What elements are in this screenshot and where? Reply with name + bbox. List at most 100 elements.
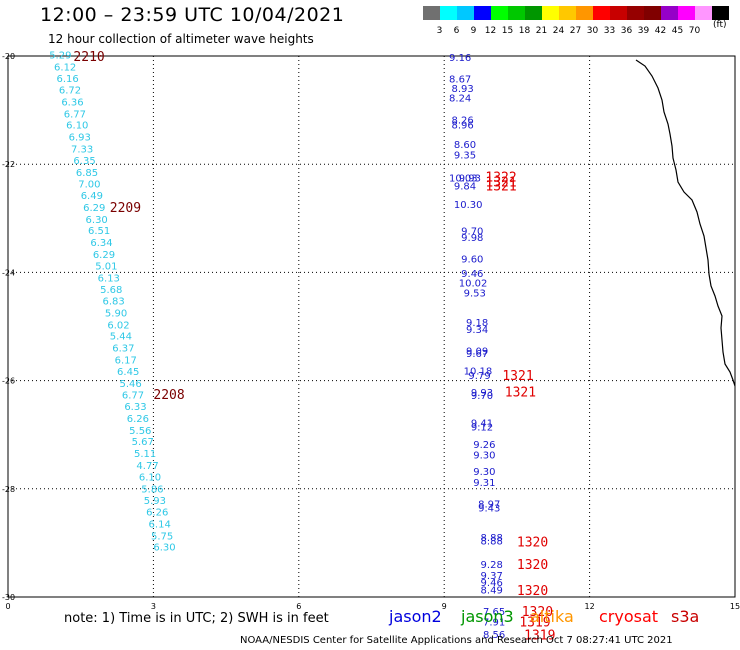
wave-height-value: 9.34 bbox=[466, 325, 488, 336]
pass-label: 1319 bbox=[524, 628, 555, 643]
color-scale-swatch bbox=[661, 6, 678, 20]
wave-height-value: 5.46 bbox=[119, 379, 141, 390]
y-tick-label: -30 bbox=[2, 593, 15, 602]
wave-height-value: 6.26 bbox=[146, 508, 168, 519]
wave-height-value: 9.67 bbox=[466, 349, 488, 360]
color-scale-label: 6 bbox=[453, 26, 460, 36]
x-tick-label: 15 bbox=[730, 602, 740, 611]
wave-height-value: 5.56 bbox=[129, 426, 151, 437]
wave-height-value: 9.84 bbox=[454, 181, 476, 192]
color-scale-label: 36 bbox=[620, 26, 633, 36]
wave-height-value: 6.35 bbox=[73, 156, 95, 167]
wave-height-value: 9.35 bbox=[454, 150, 476, 161]
color-scale-label: 12 bbox=[484, 26, 497, 36]
wave-height-value: 8.88 bbox=[481, 537, 503, 548]
y-tick-label: -24 bbox=[2, 268, 15, 277]
wave-height-value: 9.09 bbox=[466, 346, 488, 357]
y-tick-label: -28 bbox=[2, 485, 15, 494]
color-scale-swatch bbox=[423, 6, 440, 20]
color-scale-label: 39 bbox=[637, 26, 650, 36]
color-scale-swatch bbox=[712, 6, 729, 20]
wave-height-value: 6.51 bbox=[88, 226, 110, 237]
wave-height-value: 10.30 bbox=[454, 200, 483, 211]
wave-height-value: 6.10 bbox=[66, 121, 88, 132]
wave-height-value: 6.36 bbox=[61, 97, 83, 108]
wave-height-value: 8.97 bbox=[478, 499, 500, 510]
pass-label: 1321 bbox=[505, 385, 536, 400]
wave-height-value: 9.46 bbox=[481, 578, 503, 589]
wave-height-value: 9.16 bbox=[449, 53, 471, 64]
wave-height-value: 5.90 bbox=[105, 308, 127, 319]
x-tick-label: 0 bbox=[5, 602, 10, 611]
color-scale-swatch bbox=[508, 6, 525, 20]
wave-height-value: 6.85 bbox=[76, 168, 98, 179]
color-scale-swatch bbox=[576, 6, 593, 20]
wave-height-value: 6.13 bbox=[98, 273, 120, 284]
x-tick-label: 12 bbox=[585, 602, 595, 611]
color-scale-label: 24 bbox=[552, 26, 565, 36]
color-scale-label: 15 bbox=[501, 26, 514, 36]
wave-height-value: 9.60 bbox=[461, 254, 483, 265]
color-scale-swatch bbox=[610, 6, 627, 20]
wave-height-value: 9.37 bbox=[481, 571, 503, 582]
wave-height-value: 5.86 bbox=[141, 484, 163, 495]
footer-credit: NOAA/NESDIS Center for Satellite Applica… bbox=[240, 635, 673, 646]
wave-height-value: 5.93 bbox=[144, 496, 166, 507]
wave-height-value: 5.29 bbox=[49, 50, 71, 61]
color-scale-swatch bbox=[491, 6, 508, 20]
color-scale-swatch bbox=[559, 6, 576, 20]
wave-height-value: 9.41 bbox=[471, 418, 493, 429]
color-scale-swatch bbox=[678, 6, 695, 20]
wave-height-value: 6.72 bbox=[59, 86, 81, 97]
color-scale-swatch bbox=[440, 6, 457, 20]
wave-height-value: 9.70 bbox=[471, 391, 493, 402]
legend-item-altika: altika bbox=[530, 607, 574, 626]
wave-height-value: 5.01 bbox=[95, 261, 117, 272]
wave-height-value: 6.10 bbox=[139, 472, 161, 483]
wave-height-value: 4.77 bbox=[136, 461, 158, 472]
x-tick-label: 3 bbox=[151, 602, 156, 611]
wave-height-value: 6.26 bbox=[127, 414, 149, 425]
pass-label: 1321 bbox=[485, 176, 516, 191]
wave-height-value: 6.29 bbox=[93, 250, 115, 261]
pass-label: 1320 bbox=[522, 605, 553, 620]
wave-height-value: 7.91 bbox=[483, 617, 505, 628]
color-scale-unit: (ft) bbox=[713, 20, 727, 30]
wave-height-value: 6.30 bbox=[86, 215, 108, 226]
coastline bbox=[635, 59, 736, 387]
wave-height-value: 8.67 bbox=[449, 75, 471, 86]
wave-height-value: 10.02 bbox=[459, 279, 488, 290]
wave-height-value: 5.11 bbox=[134, 449, 156, 460]
wave-height-value: 6.33 bbox=[124, 402, 146, 413]
wave-height-value: 10.03 bbox=[449, 174, 478, 185]
wave-height-value: 9.70 bbox=[461, 227, 483, 238]
wave-height-value: 6.45 bbox=[117, 367, 139, 378]
legend-item-jason2: jason2 bbox=[389, 607, 442, 626]
color-scale-swatch bbox=[525, 6, 542, 20]
wave-height-value: 6.49 bbox=[81, 191, 103, 202]
x-tick-label: 6 bbox=[296, 602, 301, 611]
color-scale-label: 30 bbox=[586, 26, 599, 36]
wave-height-value: 8.96 bbox=[451, 121, 473, 132]
page-subtitle: 12 hour collection of altimeter wave hei… bbox=[48, 32, 314, 46]
wave-height-value: 8.56 bbox=[483, 630, 505, 641]
pass-label: 1321 bbox=[502, 369, 533, 384]
pass-label: 2209 bbox=[110, 201, 141, 216]
wave-height-value: 6.17 bbox=[115, 356, 137, 367]
color-scale-label: 21 bbox=[535, 26, 548, 36]
wave-height-value: 9.53 bbox=[464, 288, 486, 299]
color-scale-swatch bbox=[457, 6, 474, 20]
wave-height-value: 10.18 bbox=[464, 366, 493, 377]
wave-height-value: 9.93 bbox=[459, 174, 481, 185]
wave-height-value: 8.93 bbox=[451, 84, 473, 95]
wave-height-value: 7.65 bbox=[483, 607, 505, 618]
y-tick-label: -20 bbox=[2, 52, 15, 61]
legend-item-jason3: jason3 bbox=[461, 607, 514, 626]
wave-height-value: 8.60 bbox=[454, 140, 476, 151]
color-scale-swatch bbox=[644, 6, 661, 20]
footer-note: note: 1) Time is in UTC; 2) SWH is in fe… bbox=[64, 611, 329, 626]
wave-height-value: 6.02 bbox=[107, 320, 129, 331]
color-scale-label: 45 bbox=[671, 26, 684, 36]
pass-label: 2208 bbox=[153, 388, 184, 403]
